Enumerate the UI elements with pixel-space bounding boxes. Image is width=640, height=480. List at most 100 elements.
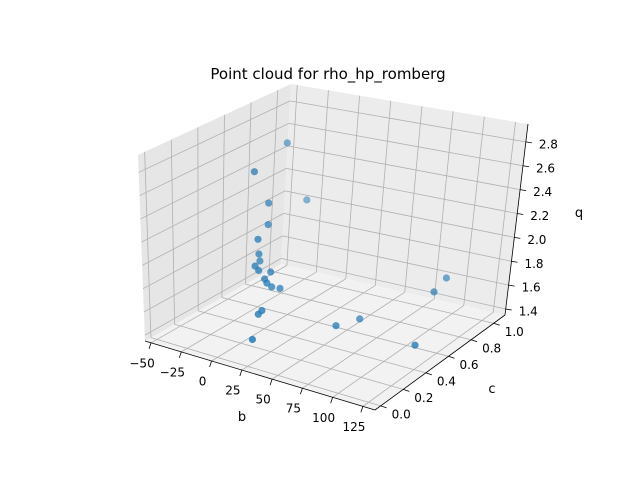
y-grid-floor: [269, 270, 494, 324]
data-point: [411, 341, 419, 349]
x-grid-back: [433, 111, 454, 299]
data-point: [255, 250, 263, 258]
x-tick-mark: [209, 360, 212, 368]
data-point: [254, 310, 262, 318]
z-axis-label: q: [575, 206, 583, 221]
y-tick-label: 0.2: [414, 391, 433, 405]
z-grid-left: [141, 168, 287, 243]
z-grid-back: [281, 257, 506, 310]
y-tick-mark: [493, 322, 500, 326]
y-tick-mark: [380, 405, 387, 409]
z-grid-left: [143, 235, 283, 313]
y-axis-label: c: [488, 382, 495, 397]
x-axis-label: b: [238, 410, 246, 425]
y-tick-label: 0.0: [392, 407, 411, 421]
chart-title: Point cloud for rho_hp_romberg: [210, 65, 445, 84]
z-tick-mark: [511, 260, 518, 263]
data-point: [332, 322, 340, 330]
z-tick-label: 1.4: [519, 305, 538, 319]
z-tick-label: 1.6: [522, 281, 541, 295]
x-tick-mark: [178, 351, 182, 359]
x-grid-floor: [211, 278, 347, 362]
x-tick-mark: [330, 397, 334, 404]
y-grid-floor: [245, 283, 472, 341]
y-grid-left: [170, 139, 175, 325]
x-tick-mark: [360, 406, 364, 413]
x-tick-label: 75: [286, 402, 301, 416]
z-grid-back: [289, 100, 526, 143]
z-grid-back: [288, 122, 524, 167]
data-point: [250, 168, 258, 176]
x-grid-back: [463, 116, 485, 306]
left-pane: [138, 84, 291, 341]
x-tick-label: 50: [255, 393, 270, 407]
data-point: [276, 284, 284, 292]
data-point: [356, 315, 364, 323]
x-grid-floor: [362, 311, 494, 407]
z-grid-left: [142, 213, 285, 290]
y-tick-mark: [403, 388, 410, 392]
x-tick-mark: [299, 388, 303, 395]
x-tick-mark: [239, 369, 243, 377]
data-point: [256, 257, 264, 265]
x-grid-floor: [271, 291, 406, 380]
y-grid-left: [245, 102, 252, 285]
x-tick-mark: [148, 342, 152, 349]
y-grid-left: [144, 151, 152, 338]
y-grid-floor: [198, 310, 426, 374]
data-point: [255, 266, 263, 275]
data-point: [430, 288, 438, 296]
z-tick-mark: [522, 165, 530, 168]
z-tick-mark: [505, 308, 512, 311]
x-grid-floor: [302, 298, 435, 389]
y-grid-floor: [174, 323, 404, 390]
z-grid-left: [138, 100, 291, 173]
x-grid-floor: [181, 271, 317, 353]
data-point: [303, 196, 311, 204]
z-tick-label: 2.8: [539, 137, 558, 151]
y-tick-label: 1.0: [505, 325, 524, 339]
z-grid-back: [282, 235, 509, 286]
x-tick-label: 25: [225, 384, 240, 398]
data-point: [442, 274, 450, 282]
z-grid-back: [287, 145, 521, 191]
z-tick-label: 2.6: [536, 161, 555, 175]
chart-ticks: −50 −25 0 25 50 75 100 125 0.00.2 0.40.6 0.8 1.0 1.4…: [129, 137, 558, 433]
z-grid-left: [140, 145, 288, 220]
y-grid-left: [221, 114, 225, 298]
x-tick-label: 0: [199, 374, 207, 388]
x-grid-back: [492, 121, 516, 313]
back-pane: [281, 84, 528, 315]
z-tick-mark: [508, 284, 515, 287]
z-tick-label: 1.8: [524, 257, 543, 271]
x-grid-back: [345, 95, 361, 279]
z-tick-mark: [520, 189, 527, 192]
x-grid-back: [404, 106, 423, 293]
y-grid-floor: [150, 337, 381, 407]
y-grid-left: [268, 90, 279, 271]
x-grid-back: [374, 100, 392, 286]
data-point: [267, 268, 275, 276]
z-grid-back: [284, 190, 515, 238]
z-tick-label: 2.4: [533, 185, 552, 199]
x-grid-floor: [241, 285, 376, 371]
z-grid-back: [286, 167, 518, 214]
x-grid-back: [315, 90, 329, 273]
x-grid-floor: [332, 305, 464, 398]
z-tick-label: 2.2: [530, 209, 549, 223]
z-tick-mark: [514, 237, 521, 239]
data-point: [264, 221, 272, 229]
data-point: [248, 335, 256, 344]
z-grid-left: [139, 123, 289, 197]
x-tick-label: 100: [312, 411, 335, 425]
y-tick-mark: [470, 339, 478, 343]
chart-gridlines: [138, 85, 529, 411]
data-point: [254, 235, 262, 243]
z-tick-mark: [517, 213, 524, 215]
data-point: [283, 139, 291, 147]
z-tick-mark: [525, 141, 532, 144]
z-grid-left: [141, 190, 286, 266]
x-tick-label: −50: [129, 356, 154, 370]
axis-line: [374, 314, 506, 411]
